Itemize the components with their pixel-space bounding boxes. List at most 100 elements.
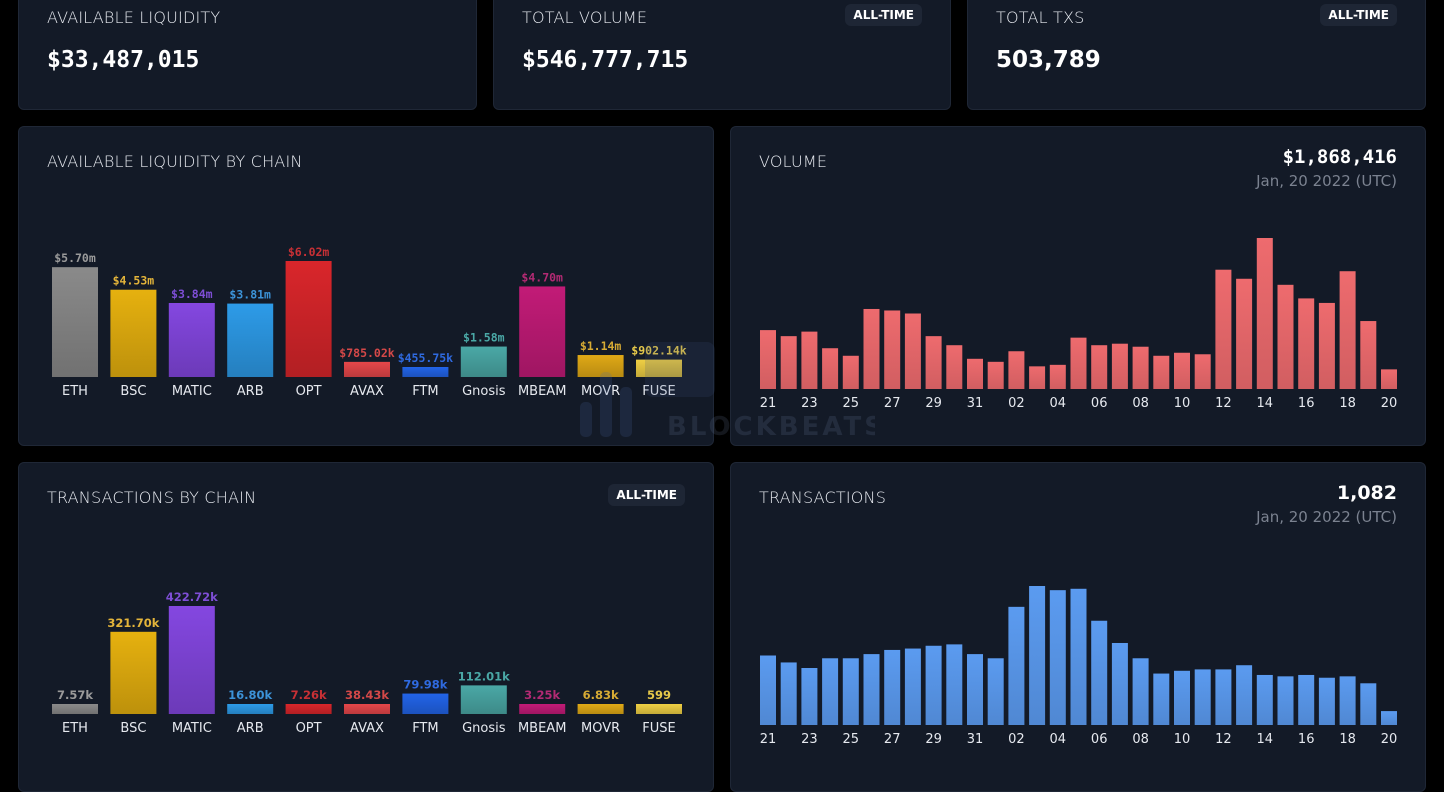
bar-day-23[interactable]	[801, 668, 818, 725]
bar-arb[interactable]	[227, 704, 274, 714]
bar-bsc[interactable]	[110, 289, 157, 377]
bar-day-08[interactable]	[1132, 658, 1149, 725]
bar-day-07[interactable]	[1111, 343, 1128, 389]
bar-day-11[interactable]	[1194, 669, 1211, 725]
bar-day-18[interactable]	[1339, 676, 1356, 725]
liquidity-by-chain-chart: $5.70m ETH $4.53m BSC $3.84m MATIC $3.81m ARB $6…	[52, 245, 687, 399]
bar-day-15[interactable]	[1277, 284, 1294, 389]
bar-day-04[interactable]	[1049, 364, 1066, 389]
bar-day-17[interactable]	[1318, 677, 1335, 725]
bar-fuse[interactable]	[636, 359, 682, 377]
category-label: AVAX	[350, 384, 384, 399]
bar-day-11[interactable]	[1194, 354, 1211, 389]
bar-day-19[interactable]	[1360, 321, 1377, 389]
bar-day-27[interactable]	[884, 649, 901, 725]
all-time-badge[interactable]: ALL-TIME	[608, 484, 685, 506]
bar-day-05[interactable]	[1070, 337, 1087, 389]
bar-day-03[interactable]	[1029, 366, 1046, 389]
bar-value-label: $785.02k	[339, 346, 394, 360]
bar-day-28[interactable]	[904, 313, 921, 390]
bar-movr[interactable]	[577, 704, 624, 714]
bar-day-08[interactable]	[1132, 346, 1149, 389]
bar-day-31[interactable]	[967, 358, 983, 389]
x-tick-label: 10	[1174, 396, 1191, 411]
category-label: FUSE	[642, 384, 675, 399]
bar-day-12[interactable]	[1215, 669, 1232, 725]
bar-movr[interactable]	[577, 355, 624, 377]
bar-day-02[interactable]	[1008, 351, 1025, 389]
bar-gnosis[interactable]	[460, 346, 507, 377]
bar-day-01[interactable]	[987, 361, 1004, 389]
bar-day-16[interactable]	[1298, 298, 1315, 389]
bar-day-04[interactable]	[1049, 590, 1066, 725]
bar-eth[interactable]	[52, 704, 98, 714]
bar-day-07[interactable]	[1111, 642, 1128, 725]
bar-day-29[interactable]	[925, 645, 942, 725]
bar-day-22[interactable]	[780, 336, 797, 389]
bar-day-05[interactable]	[1070, 588, 1087, 725]
bar-day-25[interactable]	[842, 355, 859, 389]
bar-day-02[interactable]	[1008, 606, 1025, 725]
bar-day-13[interactable]	[1236, 278, 1253, 389]
bar-day-20[interactable]	[1381, 369, 1397, 389]
x-tick-label: 25	[843, 396, 860, 411]
bar-value-label: 7.26k	[291, 688, 327, 702]
bar-value-label: $4.53m	[113, 274, 155, 288]
bar-day-25[interactable]	[842, 658, 859, 725]
all-time-badge[interactable]: ALL-TIME	[1320, 4, 1397, 26]
bar-opt[interactable]	[285, 704, 332, 714]
bar-value-label: $3.81m	[229, 288, 271, 302]
bar-day-26[interactable]	[863, 308, 880, 389]
bar-day-21[interactable]	[760, 330, 776, 389]
bar-day-16[interactable]	[1298, 674, 1315, 725]
bar-day-06[interactable]	[1091, 345, 1108, 389]
bar-bsc[interactable]	[110, 631, 157, 714]
bar-day-23[interactable]	[801, 331, 818, 389]
bar-day-19[interactable]	[1360, 683, 1377, 725]
bar-day-24[interactable]	[822, 658, 839, 725]
bar-mbeam[interactable]	[519, 704, 566, 714]
bar-arb[interactable]	[227, 303, 274, 377]
bar-day-10[interactable]	[1174, 352, 1190, 389]
bar-day-31[interactable]	[967, 654, 983, 725]
bar-fuse[interactable]	[636, 704, 682, 714]
bar-eth[interactable]	[52, 267, 98, 377]
bar-day-18[interactable]	[1339, 271, 1356, 389]
bar-day-20[interactable]	[1381, 711, 1397, 725]
bar-day-03[interactable]	[1029, 586, 1046, 725]
bar-opt[interactable]	[285, 261, 332, 377]
category-label: MBEAM	[518, 384, 566, 399]
x-tick-label: 23	[801, 396, 818, 411]
bar-day-21[interactable]	[760, 655, 776, 726]
bar-day-22[interactable]	[780, 662, 797, 725]
bar-day-14[interactable]	[1256, 238, 1273, 389]
bar-day-27[interactable]	[884, 310, 901, 389]
bar-gnosis[interactable]	[460, 685, 507, 714]
bar-day-10[interactable]	[1174, 670, 1190, 725]
bar-matic[interactable]	[168, 303, 215, 377]
bar-day-17[interactable]	[1318, 302, 1335, 389]
bar-ftm[interactable]	[402, 693, 449, 714]
bar-day-06[interactable]	[1091, 620, 1108, 725]
bar-day-12[interactable]	[1215, 269, 1232, 389]
bar-ftm[interactable]	[402, 367, 449, 377]
bar-day-09[interactable]	[1153, 673, 1170, 725]
bar-day-13[interactable]	[1236, 665, 1253, 725]
bar-day-01[interactable]	[987, 658, 1004, 725]
bar-day-26[interactable]	[863, 654, 880, 725]
bar-avax[interactable]	[344, 361, 390, 377]
bar-day-09[interactable]	[1153, 355, 1170, 389]
bar-day-30[interactable]	[946, 644, 963, 725]
x-tick-label: 27	[884, 732, 901, 747]
all-time-badge[interactable]: ALL-TIME	[845, 4, 922, 26]
bar-day-30[interactable]	[946, 345, 963, 389]
bar-matic[interactable]	[168, 606, 215, 714]
bar-day-14[interactable]	[1256, 674, 1273, 725]
bar-day-15[interactable]	[1277, 676, 1294, 725]
bar-day-24[interactable]	[822, 348, 839, 389]
bar-avax[interactable]	[344, 704, 390, 714]
bar-day-28[interactable]	[904, 648, 921, 725]
stat-label: TOTAL TXS	[996, 8, 1085, 27]
bar-mbeam[interactable]	[519, 286, 566, 377]
bar-day-29[interactable]	[925, 336, 942, 389]
